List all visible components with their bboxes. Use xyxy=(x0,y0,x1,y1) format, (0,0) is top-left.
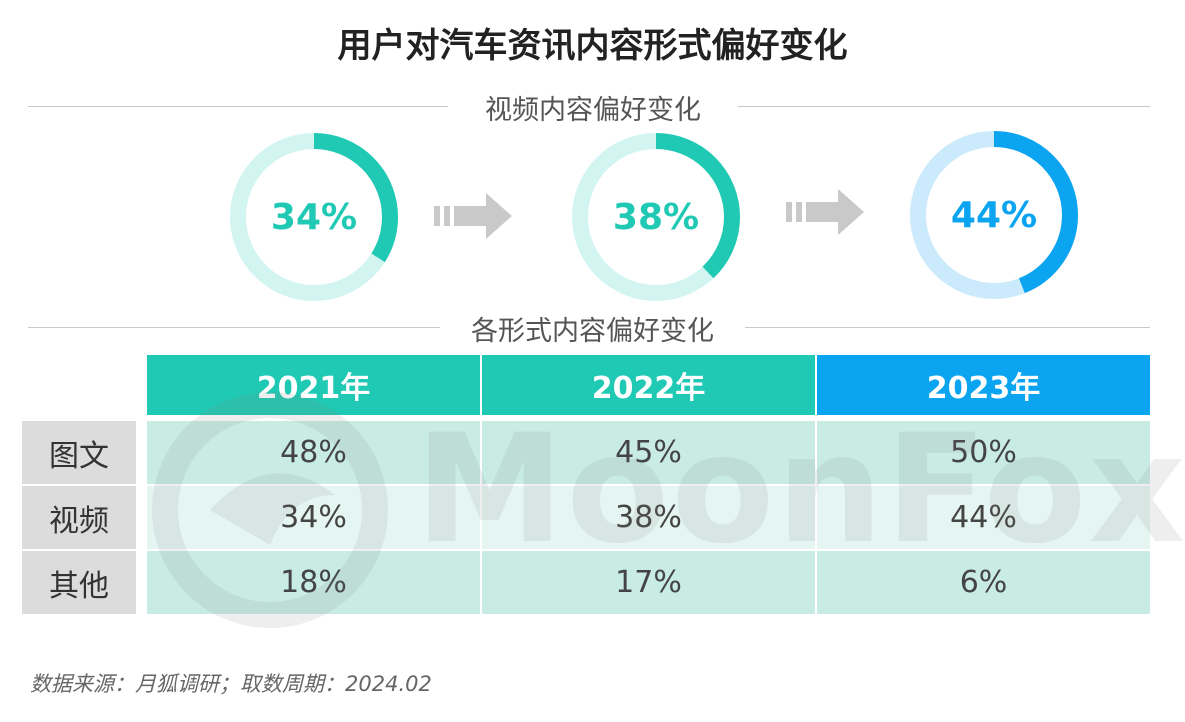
column-header-2023: 2023年 xyxy=(817,355,1150,415)
section-divider-left xyxy=(28,327,448,328)
table-cell: 44% xyxy=(817,486,1150,549)
source-note: 数据来源：月狐调研；取数周期：2024.02 xyxy=(30,672,432,696)
row-label-tuwen: 图文 xyxy=(22,421,136,484)
table-cell: 38% xyxy=(482,486,815,549)
section-title-video: 视频内容偏好变化 xyxy=(448,88,738,127)
donut-2021: 34% xyxy=(228,131,400,303)
page-title: 用户对汽车资讯内容形式偏好变化 xyxy=(337,26,848,66)
donut-2023: 44% xyxy=(908,129,1080,301)
row-label-video: 视频 xyxy=(22,486,136,549)
table-cell: 34% xyxy=(147,486,480,549)
table-cell: 45% xyxy=(482,421,815,484)
section-divider-right xyxy=(738,327,1150,328)
donut-2023-value: 44% xyxy=(950,194,1038,236)
arrow-right-icon xyxy=(786,189,866,239)
table-cell: 17% xyxy=(482,551,815,614)
donut-2022: 38% xyxy=(570,131,742,303)
donut-2021-arc xyxy=(230,133,398,301)
section-divider-right xyxy=(738,106,1150,107)
table-cell: 18% xyxy=(147,551,480,614)
donut-2023-arc xyxy=(910,131,1078,299)
section-title-formats: 各形式内容偏好变化 xyxy=(440,309,745,348)
column-header-2022: 2022年 xyxy=(482,355,815,415)
column-header-2021: 2021年 xyxy=(147,355,480,415)
donut-2022-value: 38% xyxy=(612,196,700,238)
donut-2022-arc xyxy=(572,133,740,301)
section-divider-left xyxy=(28,106,448,107)
row-label-other: 其他 xyxy=(22,551,136,614)
table-cell: 48% xyxy=(147,421,480,484)
donut-2021-value: 34% xyxy=(270,196,358,238)
arrow-right-icon xyxy=(434,193,514,243)
table-cell: 6% xyxy=(817,551,1150,614)
table-cell: 50% xyxy=(817,421,1150,484)
